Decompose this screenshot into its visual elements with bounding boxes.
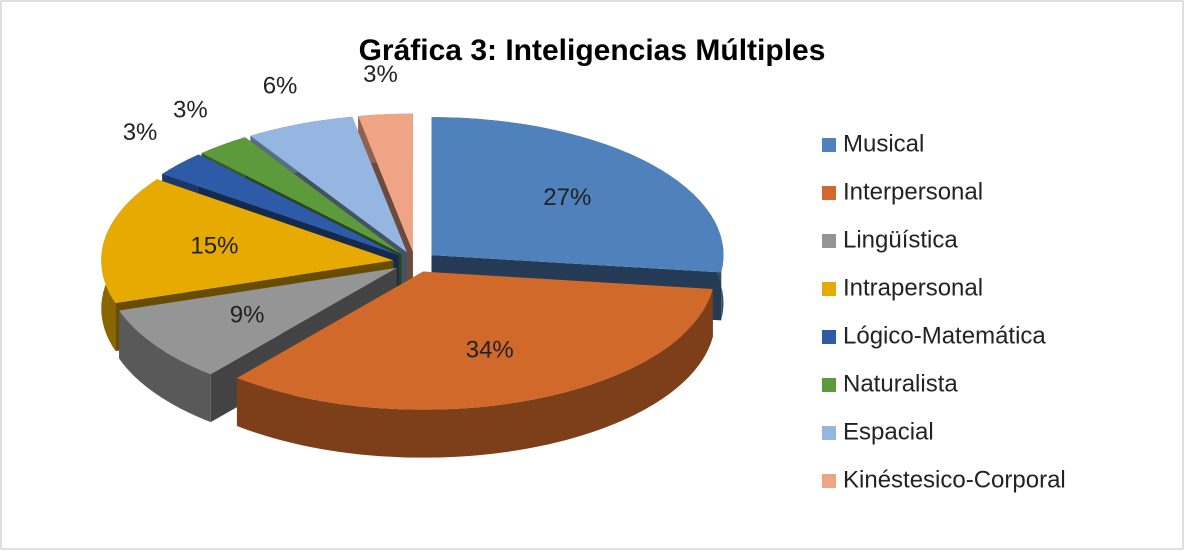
legend-swatch (822, 426, 836, 440)
slice (162, 154, 399, 256)
legend-label: Interpersonal (843, 178, 983, 205)
data-label: 6% (263, 72, 298, 99)
data-label: 27% (543, 184, 591, 211)
data-label: 34% (466, 337, 514, 364)
legend-swatch (822, 138, 836, 152)
legend-swatch (822, 282, 836, 296)
data-label: 3% (173, 96, 208, 123)
slice-outer-wall (236, 288, 713, 458)
slice (358, 113, 413, 252)
data-label: 3% (363, 61, 398, 88)
legend-label: Musical (843, 130, 924, 157)
data-label: 3% (123, 119, 158, 146)
slice-outer-wall (119, 310, 211, 423)
slice (101, 179, 394, 304)
data-label: 15% (190, 232, 238, 259)
chart-title: Gráfica 3: Inteligencias Múltiples (359, 34, 826, 67)
legend-swatch (822, 474, 836, 488)
legend-swatch (822, 330, 836, 344)
legend-swatch (822, 378, 836, 392)
slice (201, 137, 402, 254)
legend-label: Kinéstesico-Corporal (843, 466, 1066, 493)
slice (250, 116, 407, 253)
slice (236, 271, 713, 410)
legend-swatch (822, 186, 836, 200)
slice (431, 117, 724, 273)
legend-label: Intrapersonal (843, 274, 983, 301)
legend-label: Espacial (843, 418, 934, 445)
legend-label: Naturalista (843, 370, 958, 397)
legend-label: Lógico-Matemática (843, 322, 1046, 349)
slice (119, 267, 397, 375)
legend-swatch (822, 234, 836, 248)
data-label: 9% (230, 301, 265, 328)
legend-label: Lingüística (843, 226, 958, 253)
